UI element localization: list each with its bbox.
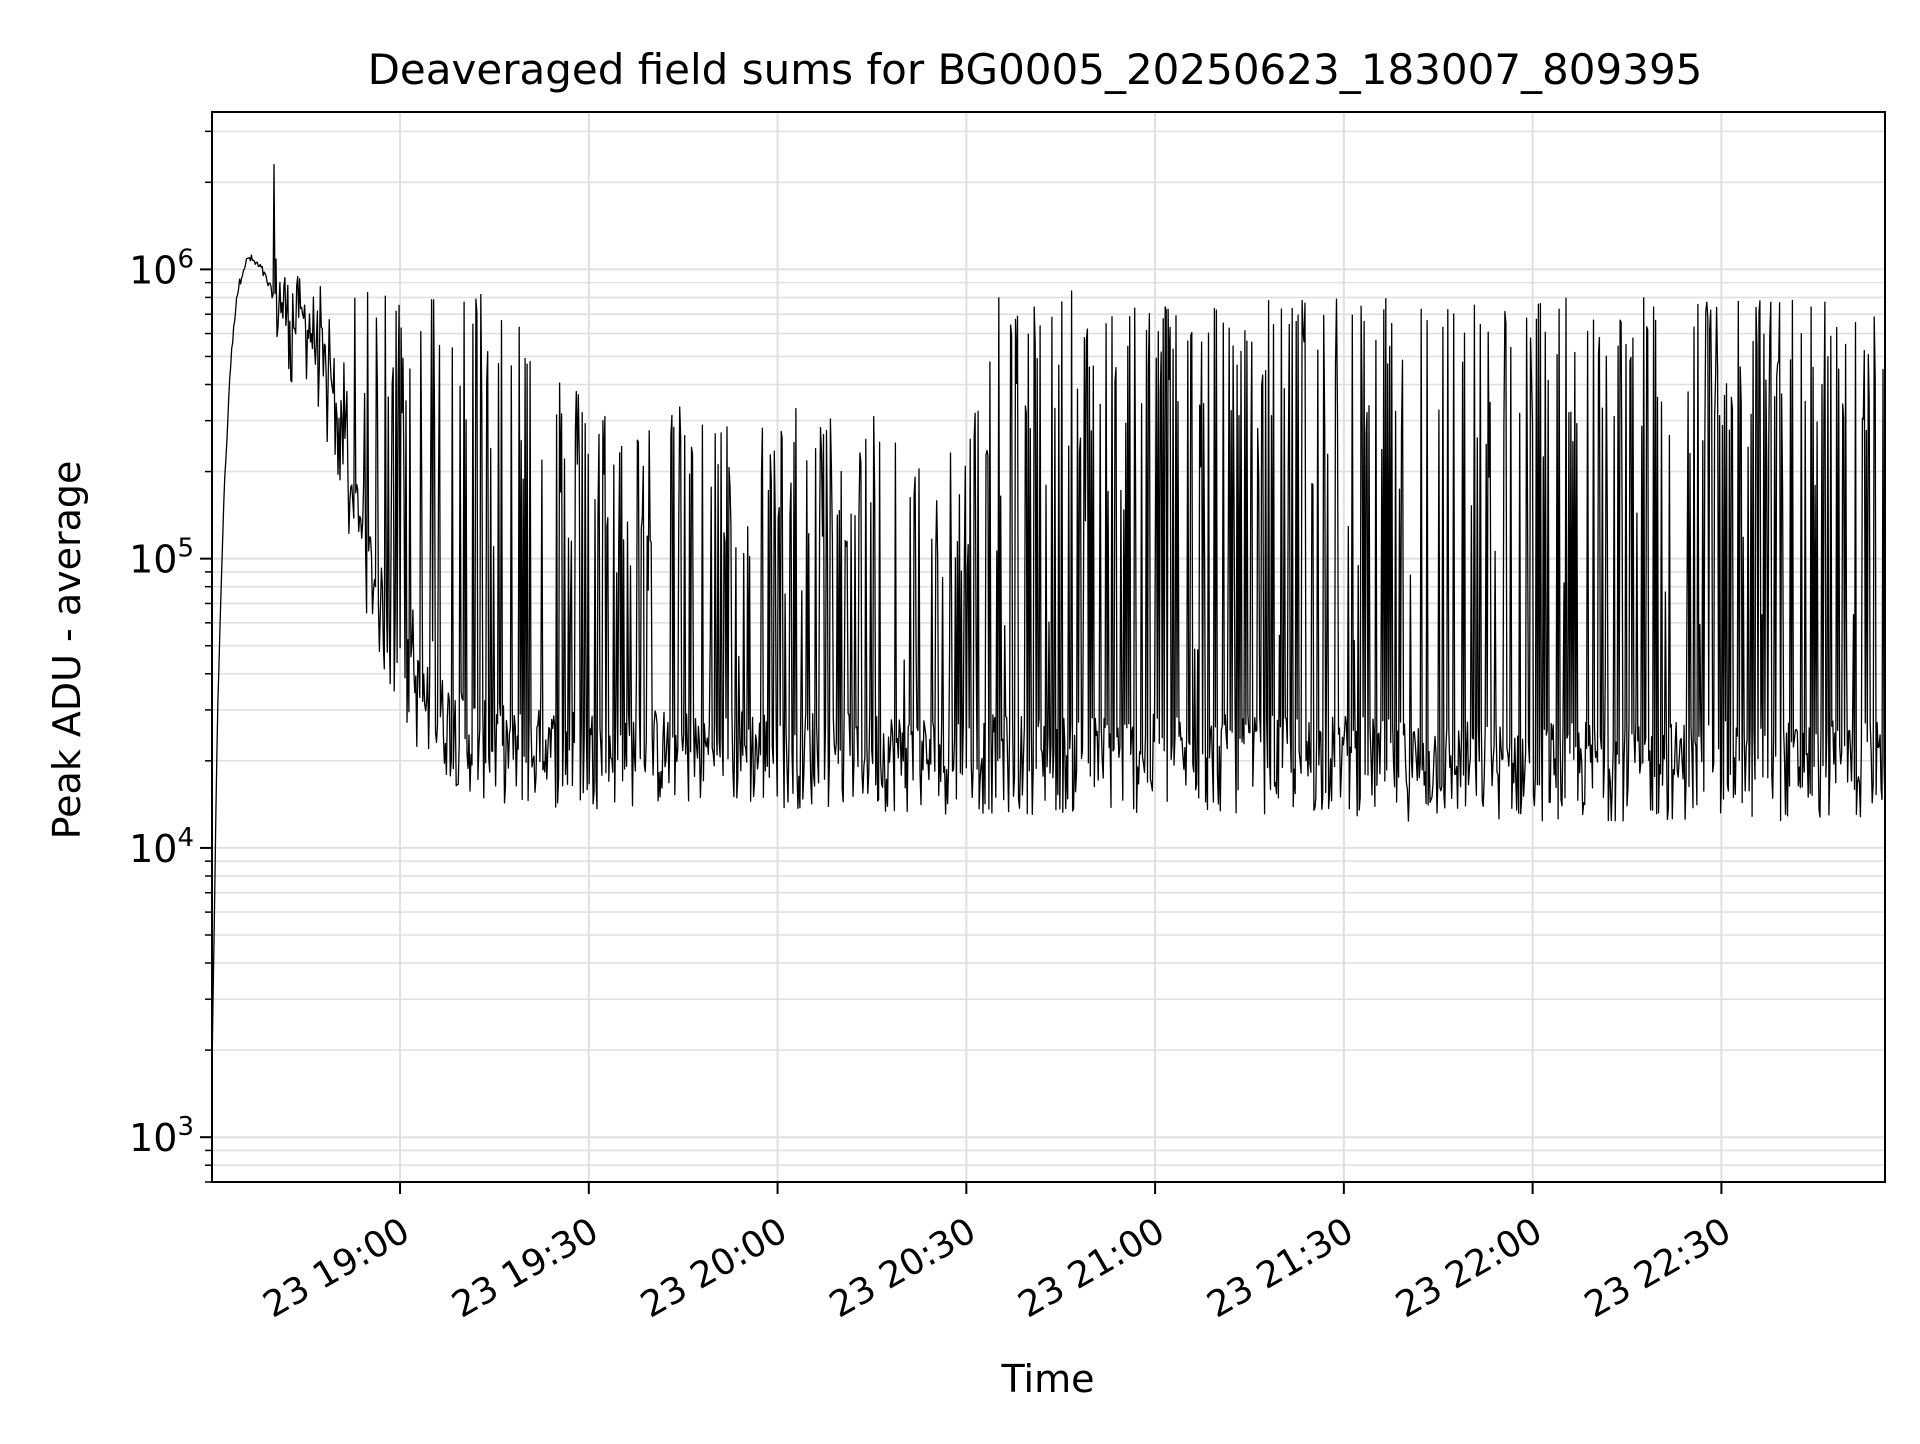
x-tick-label: 23 20:00 — [634, 1210, 794, 1326]
series-group — [211, 164, 1886, 1071]
chart-title: Deaveraged field sums for BG0005_2025062… — [368, 45, 1703, 94]
series-line — [211, 164, 1886, 1071]
x-tick-label: 23 19:30 — [445, 1210, 605, 1326]
x-tick-label: 23 22:00 — [1389, 1210, 1549, 1326]
y-axis-label: Peak ADU - average — [45, 461, 89, 840]
x-axis-label: Time — [1001, 1357, 1095, 1401]
y-axis: 103 104 105 106 — [129, 244, 212, 1160]
x-axis: 23 19:00 23 19:30 23 20:00 23 20:30 23 21:00… — [257, 1182, 1738, 1326]
plot-frame — [211, 111, 1886, 1183]
y-tick-label: 103 — [129, 1112, 194, 1160]
x-tick-label: 23 21:00 — [1012, 1210, 1172, 1326]
x-tick-label: 23 19:00 — [257, 1210, 417, 1326]
y-tick-label: 105 — [129, 534, 194, 582]
x-tick-label: 23 22:30 — [1578, 1210, 1738, 1326]
y-tick-label: 106 — [129, 244, 194, 292]
x-tick-label: 23 21:30 — [1200, 1210, 1360, 1326]
y-tick-label: 104 — [129, 823, 194, 871]
x-tick-label: 23 20:30 — [823, 1210, 983, 1326]
